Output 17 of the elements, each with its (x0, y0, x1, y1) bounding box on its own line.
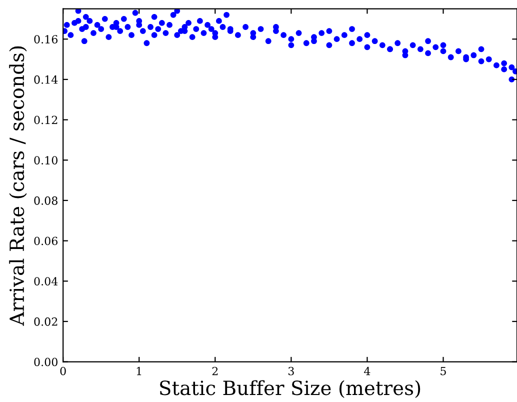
y-axis-title: Arrival Rate (cars / seconds) (9, 46, 27, 326)
y-tick-label: 0.14 (34, 75, 58, 84)
y-tick-label: 0.08 (34, 196, 58, 205)
x-axis-title: Static Buffer Size (metres) (160, 380, 420, 398)
x-tick-label: 4 (364, 366, 370, 376)
y-tick-label: 0.04 (34, 277, 58, 286)
x-tick-label: 3 (288, 366, 294, 376)
y-tick-label: 0.12 (34, 116, 58, 124)
y-tick-label: 0.16 (34, 35, 58, 44)
x-tick-label: 1 (136, 366, 142, 376)
x-tick-label: 2 (212, 366, 218, 376)
x-tick-label: 0 (60, 366, 66, 376)
y-tick-label: 0.06 (34, 236, 58, 246)
x-tick-label: 5 (440, 367, 446, 376)
y-tick-label: 0.02 (34, 317, 58, 326)
y-tick-label: 0.00 (34, 358, 58, 366)
y-tick-label: 0.10 (34, 156, 58, 164)
